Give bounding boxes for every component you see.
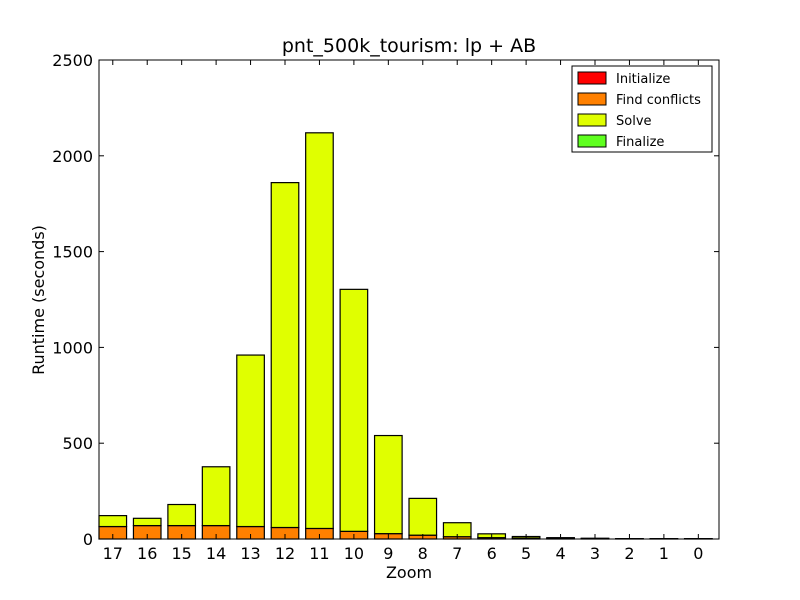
x-tick-label: 7 (452, 544, 462, 563)
y-tick-label: 1000 (52, 338, 93, 357)
x-tick-label: 16 (137, 544, 157, 563)
x-axis-label: Zoom (386, 563, 432, 582)
bar-segment-solve-zoom-16 (132, 517, 162, 527)
y-tick-label: 2500 (52, 51, 93, 70)
bar-segment-solve-zoom-9 (373, 434, 403, 535)
x-tick-label: 9 (383, 544, 393, 563)
chart-title: pnt_500k_tourism: lp + AB (282, 35, 536, 57)
y-tick-label: 500 (62, 434, 93, 453)
legend-swatch-find-conflicts (577, 92, 607, 106)
x-tick-label: 10 (344, 544, 364, 563)
legend-swatch-solve (577, 113, 607, 127)
x-tick-label: 12 (275, 544, 295, 563)
x-tick-label: 15 (171, 544, 191, 563)
legend-swatch-initialize (577, 71, 607, 85)
y-axis-label: Runtime (seconds) (29, 225, 48, 375)
x-tick-label: 4 (555, 544, 565, 563)
x-tick-label: 6 (487, 544, 497, 563)
plot-frame (98, 59, 720, 540)
bar-segment-solve-zoom-15 (167, 503, 197, 527)
x-tick-label: 11 (309, 544, 329, 563)
x-tick-label: 2 (624, 544, 634, 563)
legend-swatch-finalize (577, 134, 607, 148)
bar-segment-solve-zoom-12 (270, 182, 300, 529)
x-tick-label: 14 (206, 544, 226, 563)
legend-label-find-conflicts: Find conflicts (616, 93, 701, 108)
x-tick-label: 13 (240, 544, 260, 563)
legend-label-solve: Solve (616, 114, 652, 129)
y-tick-label: 1500 (52, 243, 93, 262)
bar-segment-solve-zoom-13 (236, 354, 265, 528)
x-tick-label: 8 (418, 544, 428, 563)
bar-segment-solve-zoom-11 (305, 132, 334, 530)
y-tick-label: 2000 (52, 147, 93, 166)
x-tick-label: 3 (590, 544, 600, 563)
legend-label-initialize: Initialize (616, 72, 670, 87)
x-tick-label: 0 (693, 544, 703, 563)
bars-group (98, 132, 713, 540)
x-ticks-group: 17 16 15 14 13 12 11 10 9 8 7 6 5 4 3 2 1 0 (103, 60, 703, 563)
x-tick-label: 17 (103, 544, 123, 563)
y-ticks-group: 0 500 1000 1500 2000 2500 (52, 51, 719, 549)
bar-segment-solve-zoom-10 (339, 288, 369, 532)
x-tick-label: 5 (521, 544, 531, 563)
y-tick-label: 0 (83, 530, 93, 549)
bar-segment-solve-zoom-17 (98, 515, 128, 528)
legend: Initialize Find conflicts Solve Finalize (571, 65, 713, 153)
legend-label-finalize: Finalize (616, 135, 664, 150)
x-tick-label: 1 (659, 544, 669, 563)
bar-segment-solve-zoom-8 (408, 497, 438, 536)
bar-segment-solve-zoom-14 (201, 466, 231, 527)
